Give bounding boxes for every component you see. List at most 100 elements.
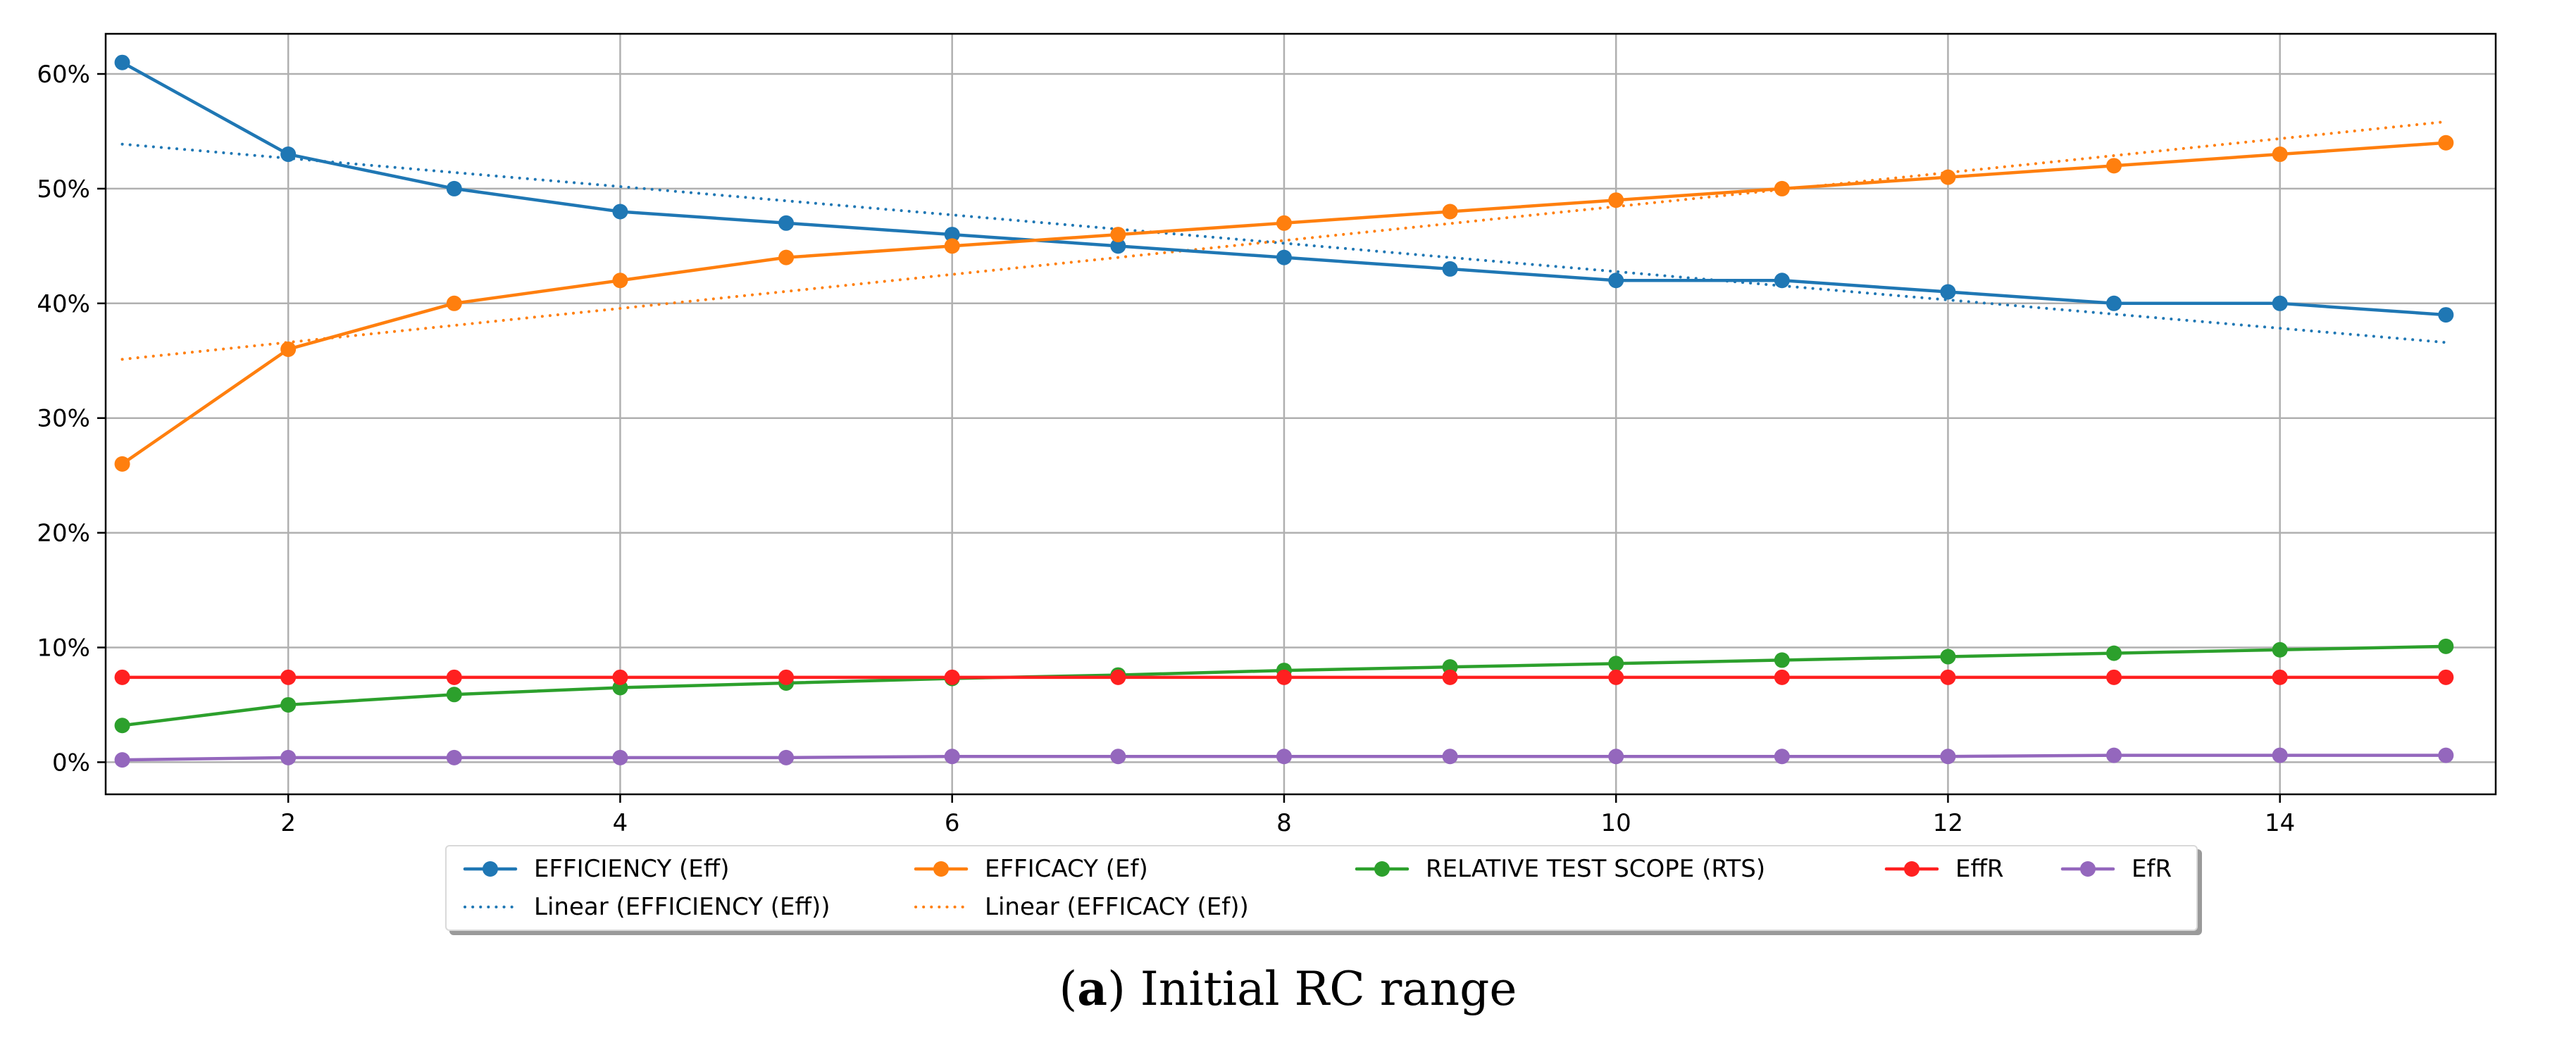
legend-label-efr: EfR — [2132, 855, 2172, 883]
legend-swatch-marker — [933, 861, 949, 877]
legend-swatch-marker — [1904, 861, 1919, 877]
data-point-efficiency-eff — [280, 146, 297, 163]
data-point-effr — [1774, 669, 1790, 685]
series-linear-efficacy-ef — [120, 120, 2448, 361]
data-point-effr — [1608, 669, 1624, 685]
data-point-effr — [446, 669, 462, 685]
data-point-efficacy-ef — [612, 273, 628, 289]
series-line-linear-efficiency-eff — [120, 142, 2448, 344]
data-point-efficiency-eff — [1940, 284, 1956, 300]
legend-swatch-linear-efficiency — [463, 906, 517, 908]
data-point-efficacy-ef — [2438, 134, 2454, 151]
legend-entry-efr: EfR — [2060, 853, 2172, 884]
legend-entry-linear-efficiency: Linear (EFFICIENCY (Eff)) — [462, 891, 830, 922]
data-point-relative-test-scope-rts — [1608, 656, 1624, 672]
x-tick-label: 10 — [1601, 809, 1631, 837]
data-point-relative-test-scope-rts — [114, 718, 130, 734]
series-efficacy-ef — [114, 134, 2454, 472]
data-point-relative-test-scope-rts — [2438, 638, 2454, 654]
grid-layer — [106, 34, 2496, 794]
data-point-effr — [2106, 669, 2122, 685]
data-point-efr — [1940, 749, 1956, 765]
data-point-efr — [446, 749, 462, 765]
plot-frame — [104, 32, 2497, 796]
data-point-efficiency-eff — [2272, 295, 2288, 311]
data-point-efr — [114, 752, 130, 768]
x-tick-label: 4 — [613, 809, 628, 837]
data-point-efr — [280, 749, 297, 765]
data-point-effr — [1110, 669, 1126, 685]
data-point-efficacy-ef — [2106, 158, 2122, 174]
series-linear-efficiency-eff — [120, 142, 2448, 344]
x-tick-label: 12 — [1933, 809, 1963, 837]
legend-label-effr: EffR — [1955, 855, 2004, 883]
tick-layer: 2 4 6 8 10 12 14 0% 10% 20% 30% 40% 50% 60% — [37, 61, 2295, 837]
series-layer — [114, 54, 2454, 768]
legend-label-linear-efficiency: Linear (EFFICIENCY (Eff)) — [534, 893, 830, 921]
data-point-efficiency-eff — [2438, 307, 2454, 323]
caption-paren-open: ( — [1059, 962, 1078, 1016]
legend-swatch-marker — [2080, 861, 2096, 877]
legend-entry-effr: EffR — [1884, 853, 2004, 884]
data-point-efficacy-ef — [446, 295, 462, 311]
data-point-effr — [944, 669, 960, 685]
legend-swatch-efficacy — [914, 861, 969, 877]
legend-label-rts: RELATIVE TEST SCOPE (RTS) — [1426, 855, 1766, 883]
y-tick-label: 0% — [52, 749, 90, 777]
legend-entry-efficiency: EFFICIENCY (Eff) — [462, 853, 729, 884]
caption-text: Initial RC range — [1125, 962, 1517, 1016]
data-point-efficiency-eff — [778, 215, 795, 231]
data-point-efr — [944, 749, 960, 765]
data-point-relative-test-scope-rts — [2272, 642, 2288, 658]
x-tick-label: 6 — [945, 809, 960, 837]
data-point-effr — [778, 669, 795, 685]
data-point-relative-test-scope-rts — [1940, 649, 1956, 665]
data-point-relative-test-scope-rts — [280, 696, 297, 713]
series-effr — [114, 669, 2454, 685]
data-point-efficacy-ef — [1608, 192, 1624, 208]
data-point-relative-test-scope-rts — [2106, 645, 2122, 661]
data-point-efficiency-eff — [1442, 261, 1458, 277]
data-point-efr — [1276, 749, 1292, 765]
data-point-efficacy-ef — [1442, 204, 1458, 220]
data-point-efficiency-eff — [2106, 295, 2122, 311]
data-point-efr — [2272, 747, 2288, 763]
legend-swatch-marker — [483, 861, 498, 877]
data-point-effr — [280, 669, 297, 685]
data-point-efficiency-eff — [1774, 273, 1790, 289]
figure-caption: (a) Initial RC range — [0, 961, 2576, 1016]
caption-letter: a — [1077, 961, 1108, 1016]
data-point-efficiency-eff — [114, 54, 130, 70]
x-tick-label: 8 — [1276, 809, 1292, 837]
y-tick-label: 50% — [37, 175, 90, 204]
chart-plot: 2 4 6 8 10 12 14 0% 10% 20% 30% 40% 50% 60% — [37, 32, 2497, 837]
legend-label-linear-efficacy: Linear (EFFICACY (Ef)) — [985, 893, 1249, 921]
data-point-efficacy-ef — [2272, 146, 2288, 163]
data-point-efficiency-eff — [612, 204, 628, 220]
data-point-efr — [1608, 749, 1624, 765]
series-efr — [114, 747, 2454, 768]
data-point-efr — [2106, 747, 2122, 763]
data-point-efficacy-ef — [114, 456, 130, 472]
legend-swatch-rts — [1355, 861, 1410, 877]
legend-label-efficacy: EFFICACY (Ef) — [985, 855, 1148, 883]
legend-swatch-marker — [1374, 861, 1390, 877]
legend: EFFICIENCY (Eff) EFFICACY (Ef) RELATIVE … — [445, 845, 2198, 931]
data-point-efficacy-ef — [1110, 227, 1126, 243]
y-tick-label: 30% — [37, 405, 90, 433]
legend-swatch-efficiency — [463, 861, 518, 877]
data-point-relative-test-scope-rts — [1774, 652, 1790, 668]
data-point-efficacy-ef — [280, 341, 297, 357]
legend-entry-rts: RELATIVE TEST SCOPE (RTS) — [1354, 853, 1765, 884]
legend-entry-efficacy: EFFICACY (Ef) — [913, 853, 1148, 884]
legend-label-efficiency: EFFICIENCY (Eff) — [534, 855, 730, 883]
series-line-linear-efficacy-ef — [120, 120, 2448, 361]
data-point-effr — [114, 669, 130, 685]
data-point-relative-test-scope-rts — [446, 687, 462, 703]
data-point-efficacy-ef — [1774, 180, 1790, 196]
data-point-efficiency-eff — [1110, 238, 1126, 254]
data-point-efr — [2438, 747, 2454, 763]
legend-swatch-linear-efficacy — [914, 906, 968, 908]
data-point-effr — [1940, 669, 1956, 685]
